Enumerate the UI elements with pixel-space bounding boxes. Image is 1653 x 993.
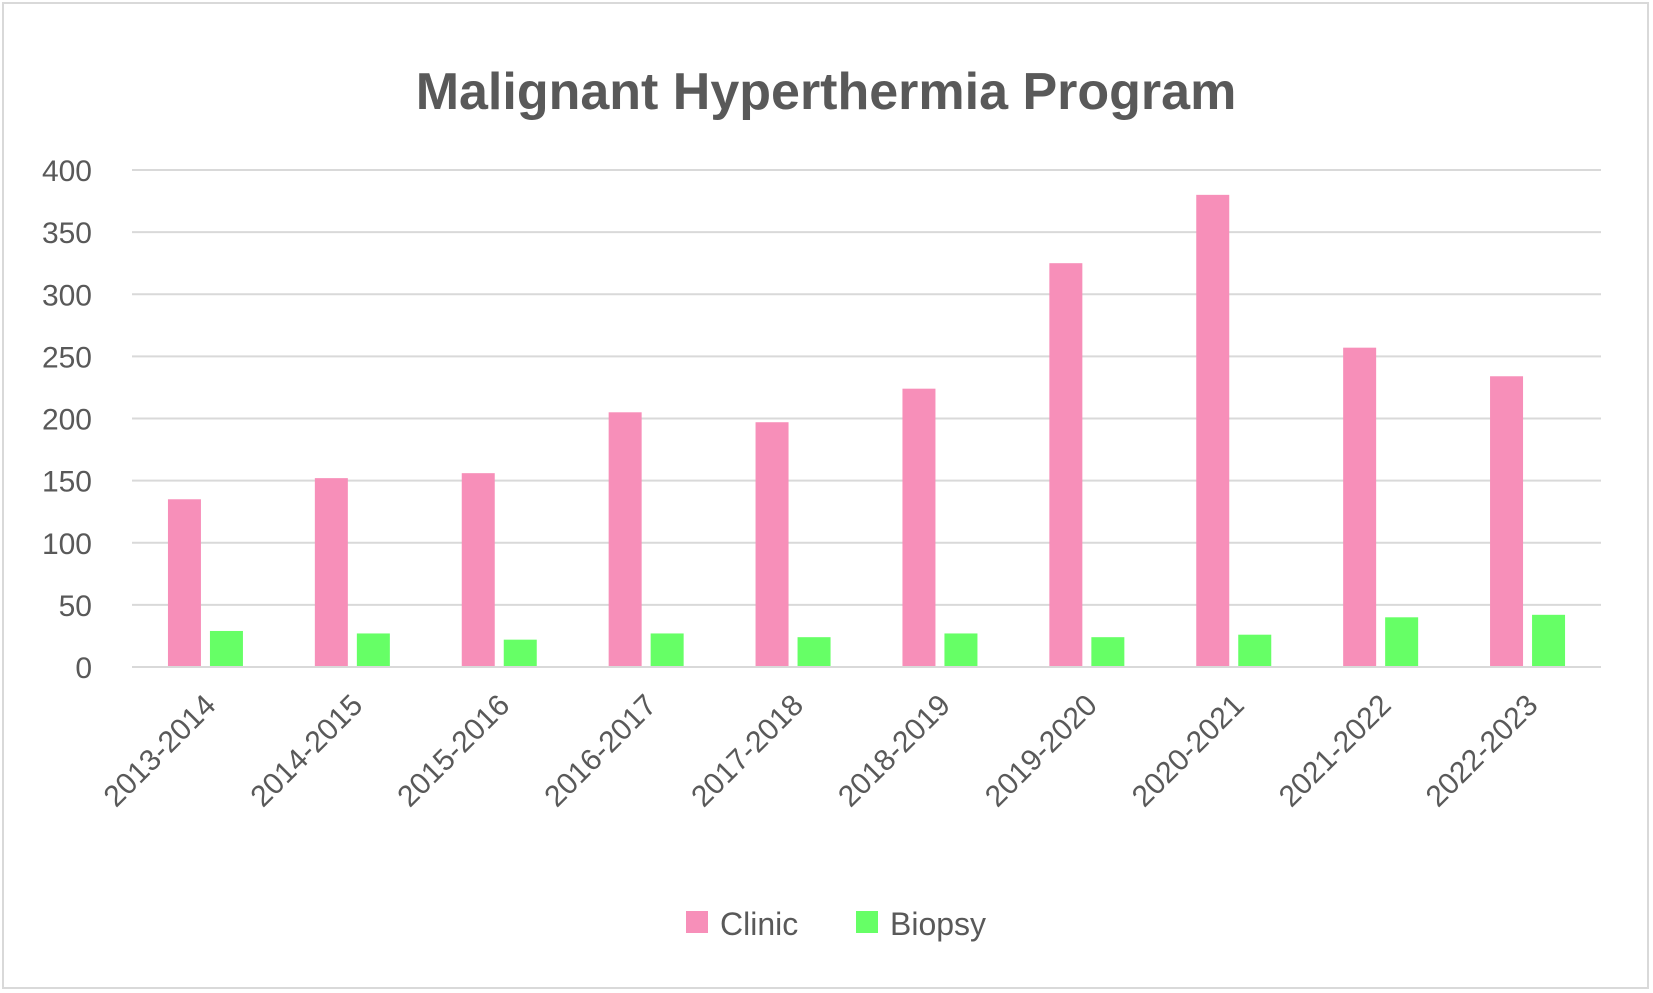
y-tick-label: 250 <box>42 341 92 374</box>
bar-clinic <box>755 422 789 667</box>
bar-biopsy <box>1385 617 1419 667</box>
x-tick-label: 2015-2016 <box>391 689 516 814</box>
bar-clinic <box>608 412 642 667</box>
bar-biopsy <box>356 633 390 667</box>
bar-biopsy <box>1238 634 1272 667</box>
y-tick-label: 0 <box>75 652 92 685</box>
bar-clinic <box>1343 347 1377 667</box>
y-tick-label: 150 <box>42 466 92 499</box>
legend: Clinic Biopsy <box>686 906 986 942</box>
y-tick-label: 350 <box>42 217 92 250</box>
bar-clinic <box>461 473 495 667</box>
bar-clinic <box>1049 263 1083 667</box>
bar-clinic <box>167 499 201 667</box>
x-axis-ticks: 2013-2014 2014-2015 2015-2016 2016-2017 2017… <box>98 689 1545 814</box>
legend-label-biopsy: Biopsy <box>890 906 986 942</box>
x-tick-label: 2017-2018 <box>685 689 810 814</box>
bar-biopsy <box>503 639 537 667</box>
bar-biopsy <box>209 630 243 667</box>
bar-clinic <box>1490 376 1524 667</box>
x-tick-label: 2018-2019 <box>832 689 957 814</box>
bar-biopsy <box>650 633 684 667</box>
bar-biopsy <box>1532 614 1566 667</box>
bar-biopsy <box>944 633 978 667</box>
legend-label-clinic: Clinic <box>720 906 798 942</box>
x-tick-label: 2016-2017 <box>538 689 663 814</box>
y-tick-label: 300 <box>42 279 92 312</box>
bar-biopsy <box>797 637 831 667</box>
y-tick-label: 50 <box>59 590 92 623</box>
x-tick-label: 2014-2015 <box>245 689 370 814</box>
gridlines <box>132 169 1601 606</box>
x-tick-label: 2020-2021 <box>1126 689 1251 814</box>
x-tick-label: 2021-2022 <box>1273 689 1398 814</box>
y-tick-label: 400 <box>42 155 92 188</box>
bars <box>167 194 1566 667</box>
bar-clinic <box>902 388 936 667</box>
legend-swatch-clinic <box>686 911 708 933</box>
legend-swatch-biopsy <box>856 911 878 933</box>
y-tick-label: 100 <box>42 528 92 561</box>
bar-clinic <box>1196 194 1230 667</box>
x-tick-label: 2019-2020 <box>979 689 1104 814</box>
chart-title: Malignant Hyperthermia Program <box>416 63 1237 121</box>
x-tick-label: 2022-2023 <box>1420 689 1545 814</box>
bar-clinic <box>314 478 348 667</box>
y-tick-label: 200 <box>42 404 92 437</box>
bar-biopsy <box>1091 637 1125 667</box>
y-axis-ticks: 0 50 100 150 200 250 300 350 400 <box>42 155 92 685</box>
x-tick-label: 2013-2014 <box>98 689 223 814</box>
